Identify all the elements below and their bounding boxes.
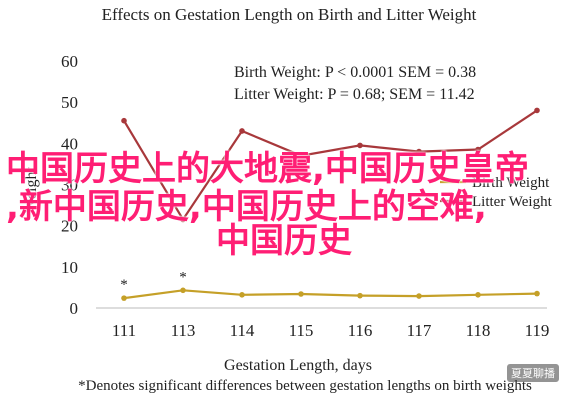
x-tick-label: 116 <box>348 321 373 340</box>
x-tick-label: 115 <box>289 321 314 340</box>
y-axis-label: Weight <box>23 167 40 213</box>
significance-marker: * <box>120 277 128 293</box>
y-tick-label: 30 <box>61 176 78 195</box>
x-tick-label: 119 <box>525 321 550 340</box>
birth-weight-point <box>121 295 127 301</box>
stats-annotation-litter: Litter Weight: P = 0.68; SEM = 11.42 <box>234 86 475 103</box>
birth-weight-point <box>475 292 481 298</box>
overlay-text-line-3: 中国历史 <box>216 221 352 261</box>
footnote: *Denotes significant differences between… <box>78 378 532 394</box>
birth-weight-point <box>416 293 422 299</box>
birth-weight-point <box>239 292 245 298</box>
litter-weight-point <box>416 148 422 155</box>
birth-weight-line <box>123 289 538 300</box>
birth-weight-point <box>298 291 304 297</box>
litter-weight-point <box>239 128 245 134</box>
litter-weight-line <box>123 109 538 222</box>
x-axis-label: Gestation Length, days <box>224 357 372 374</box>
significance-marker: * <box>179 269 187 285</box>
x-tick-label: 111 <box>112 321 136 340</box>
y-tick-label: 40 <box>61 134 78 153</box>
birth-weight-point <box>534 290 540 297</box>
litter-weight-legend-label: Litter Weight <box>472 194 553 210</box>
chart-title: Effects on Gestation Length on Birth and… <box>102 5 477 24</box>
birth-weight-point <box>180 287 186 294</box>
y-tick-label: 10 <box>61 258 78 277</box>
stats-annotation-birth: Birth Weight: P < 0.0001 SEM = 0.38 <box>234 64 476 81</box>
litter-weight-point <box>357 142 363 149</box>
x-tick-label: 114 <box>230 321 255 340</box>
litter-weight-point <box>121 117 127 124</box>
x-tick-label: 118 <box>466 321 491 340</box>
overlay-text-line-2: ,新中国历史,中国历史上的空难, <box>6 187 487 227</box>
y-tick-label: 60 <box>61 52 78 71</box>
birth-weight-point <box>357 292 363 299</box>
litter-weight-point <box>475 146 481 153</box>
litter-weight-point <box>180 216 186 223</box>
overlay-text-line-1: 中国历史上的大地震,中国历史皇帝 <box>6 149 529 189</box>
x-tick-label: 113 <box>171 321 196 340</box>
y-tick-label: 20 <box>61 217 78 236</box>
y-tick-label: 50 <box>61 93 78 112</box>
birth-weight-legend-label: Birth Weight <box>472 175 550 191</box>
litter-weight-point <box>534 107 540 114</box>
litter-weight-point <box>298 152 304 159</box>
watermark: 夏夏聊播 <box>507 364 559 382</box>
y-tick-label: 0 <box>70 299 79 318</box>
x-tick-label: 117 <box>407 321 432 340</box>
